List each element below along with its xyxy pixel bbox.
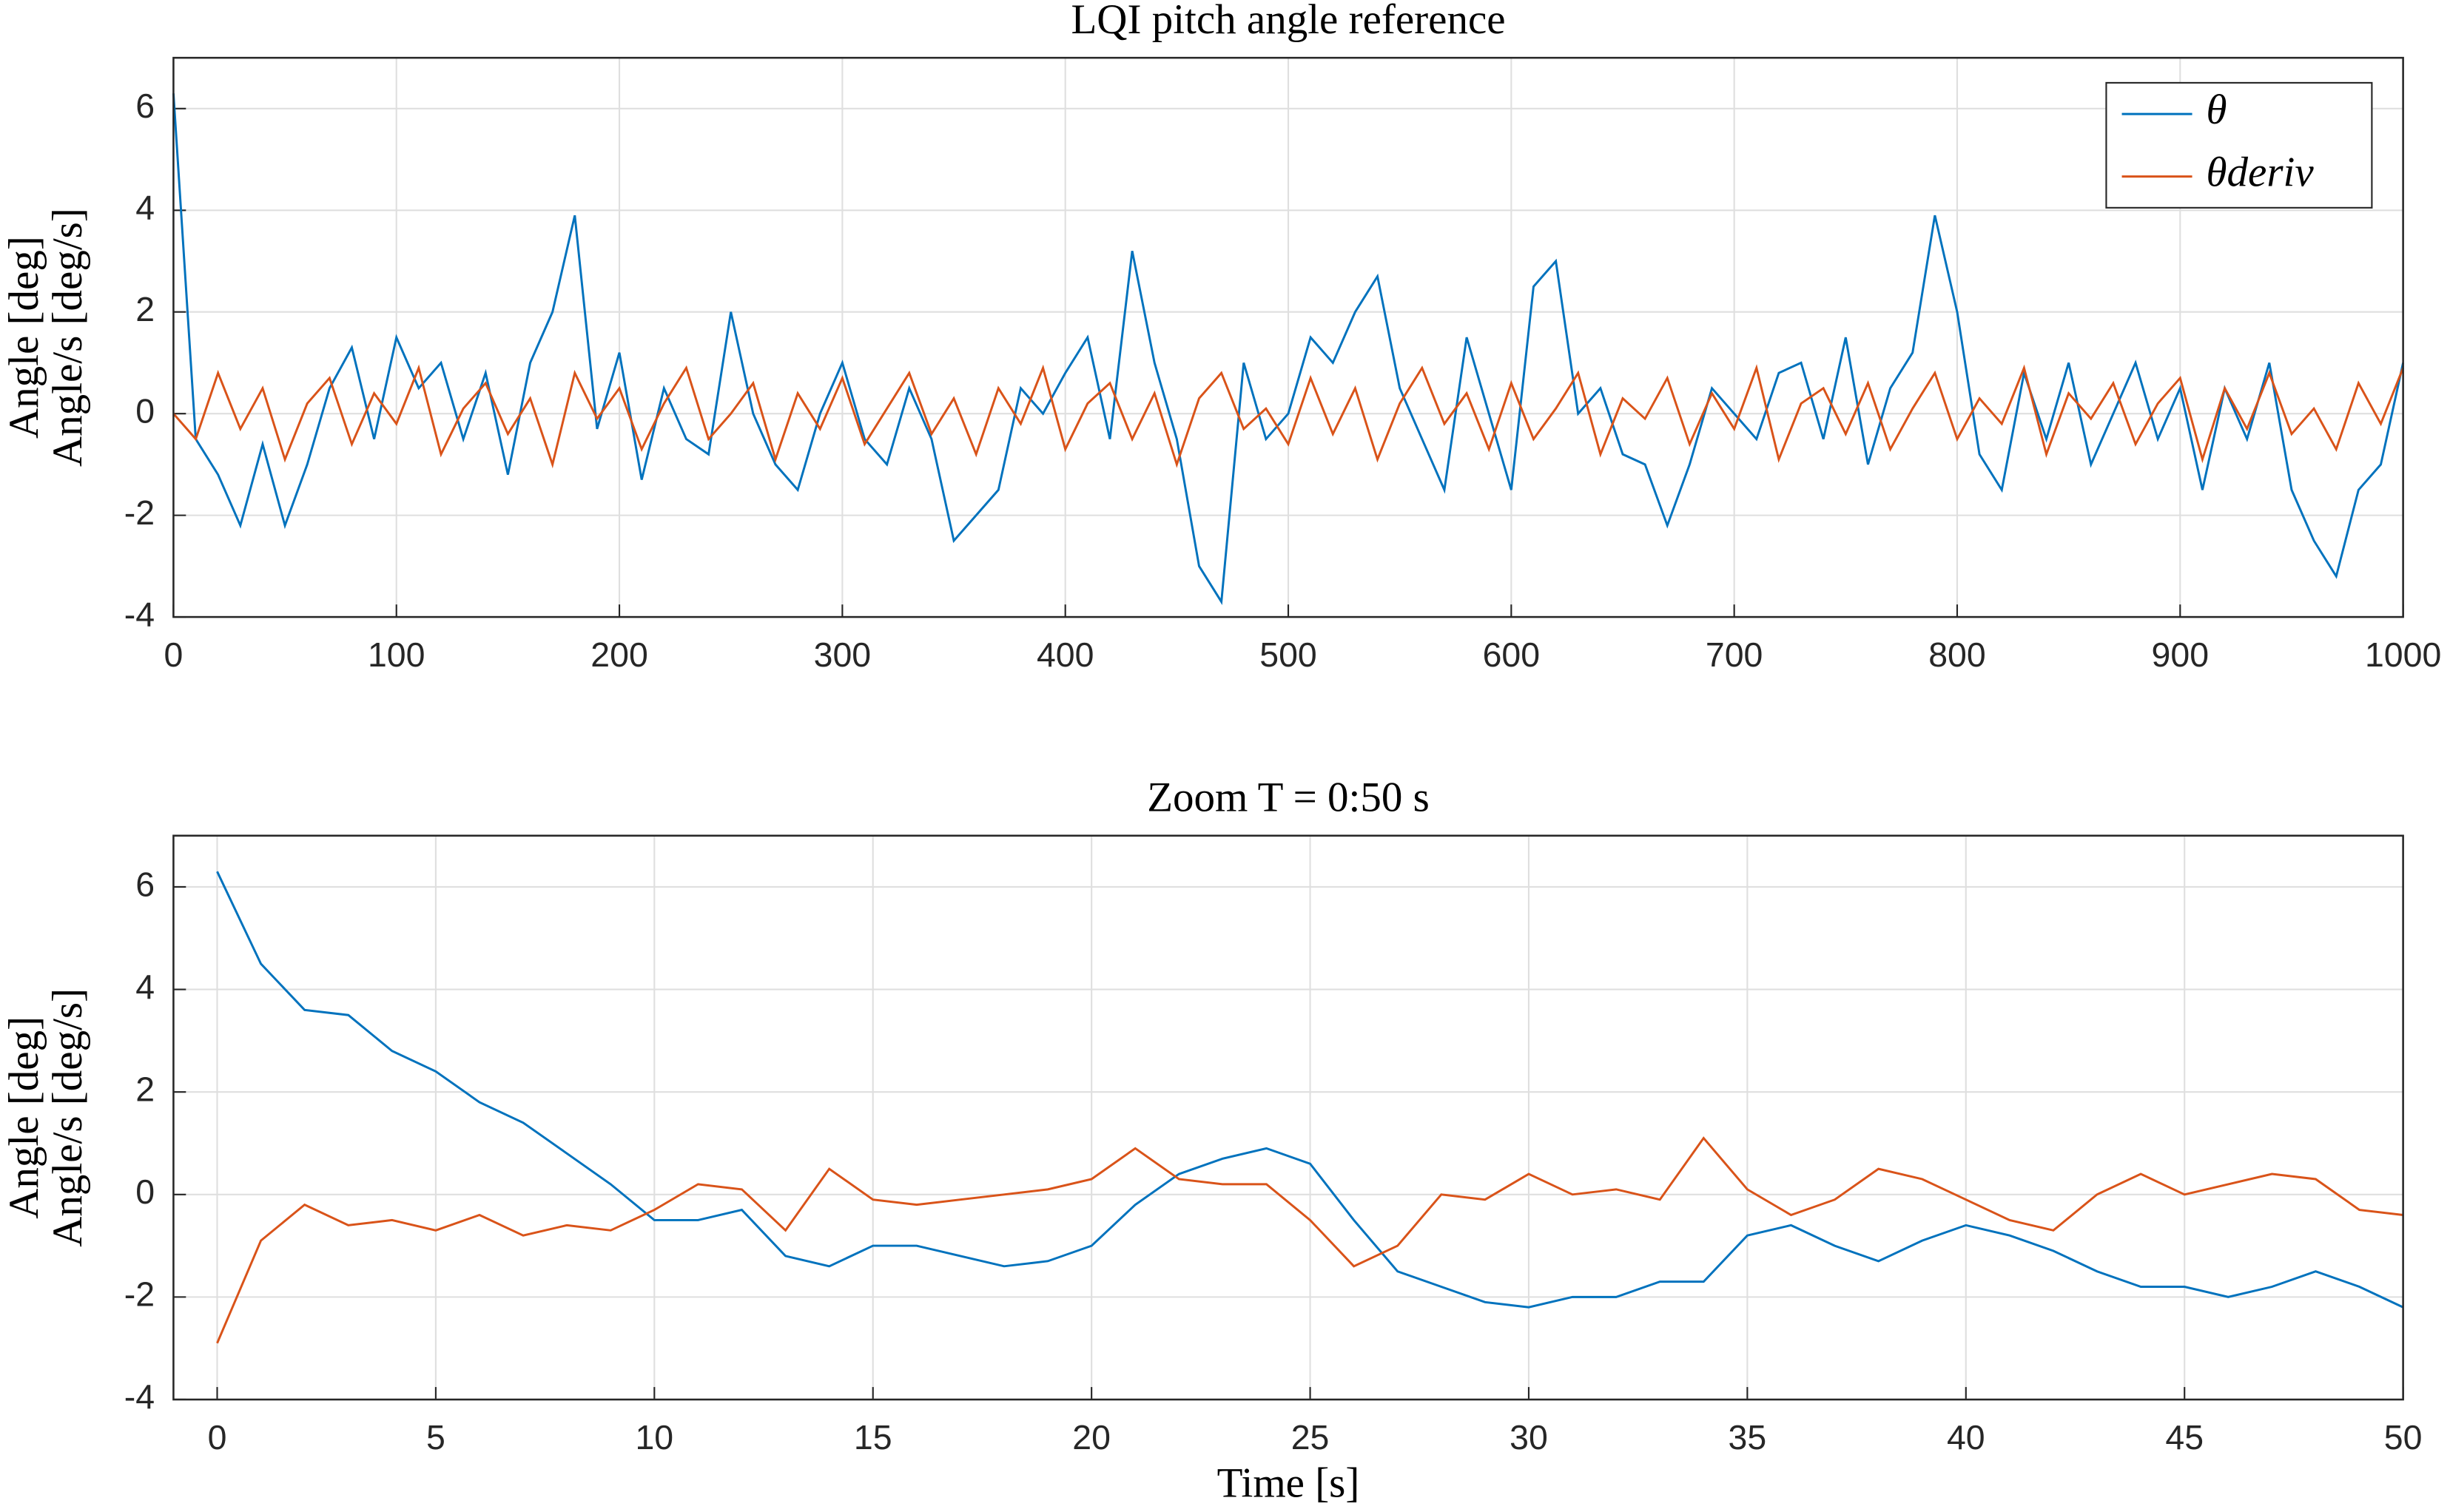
x-tick-label: 40 bbox=[1947, 1418, 1985, 1457]
x-tick-label: 300 bbox=[814, 635, 871, 674]
x-tick-label: 20 bbox=[1072, 1418, 1111, 1457]
data-line bbox=[172, 364, 2404, 469]
y-tick-label: 4 bbox=[135, 968, 155, 1006]
x-tick-label: 800 bbox=[1928, 635, 1985, 674]
x-tick-label: 30 bbox=[1510, 1418, 1548, 1457]
x-tick-label: 600 bbox=[1483, 635, 1540, 674]
x-axis-label: Time [s] bbox=[1217, 1459, 1360, 1506]
y-tick-label: -4 bbox=[124, 1377, 155, 1416]
x-tick-label: 50 bbox=[2384, 1418, 2423, 1457]
y-tick-label: -2 bbox=[124, 493, 155, 532]
y-tick-label: -2 bbox=[124, 1275, 155, 1314]
x-tick-label: 15 bbox=[854, 1418, 892, 1457]
y-tick-label: 0 bbox=[135, 391, 155, 430]
x-tick-label: 500 bbox=[1259, 635, 1316, 674]
legend-box bbox=[2105, 81, 2373, 209]
x-tick-label: 45 bbox=[2165, 1418, 2204, 1457]
axes-box bbox=[172, 834, 2404, 1401]
legend-label: θ bbox=[2207, 87, 2227, 133]
y-tick-label: 2 bbox=[135, 290, 155, 328]
x-tick-label: 0 bbox=[208, 1418, 227, 1457]
chart-title: Zoom T = 0:50 s bbox=[1147, 774, 1430, 820]
x-tick-label: 10 bbox=[635, 1418, 673, 1457]
legend-label: θderiv bbox=[2207, 149, 2315, 196]
y-tick-label: 4 bbox=[135, 189, 155, 227]
x-tick-label: 200 bbox=[590, 635, 647, 674]
y-axis-label: Angle/s [deg/s] bbox=[44, 208, 91, 467]
y-axis-label: Angle [deg] bbox=[1, 236, 47, 439]
data-line bbox=[216, 871, 2404, 1309]
x-tick-label: 100 bbox=[368, 635, 425, 674]
axes-box bbox=[172, 56, 2404, 618]
y-tick-label: -4 bbox=[124, 595, 155, 633]
x-tick-label: 1000 bbox=[2365, 635, 2441, 674]
y-tick-label: 2 bbox=[135, 1070, 155, 1108]
x-tick-label: 0 bbox=[164, 635, 183, 674]
y-tick-label: 6 bbox=[135, 865, 155, 903]
x-tick-label: 35 bbox=[1729, 1418, 1767, 1457]
plot-area bbox=[173, 835, 2403, 1400]
y-tick-label: 6 bbox=[135, 87, 155, 125]
x-tick-label: 400 bbox=[1037, 635, 1094, 674]
x-tick-label: 5 bbox=[426, 1418, 445, 1457]
y-axis-label: Angle [deg] bbox=[1, 1016, 47, 1219]
y-axis-label: Angle/s [deg/s] bbox=[44, 988, 91, 1247]
chart-title: LQI pitch angle reference bbox=[1071, 0, 1505, 43]
x-tick-label: 25 bbox=[1291, 1418, 1330, 1457]
x-tick-label: 700 bbox=[1706, 635, 1763, 674]
x-tick-label: 900 bbox=[2152, 635, 2209, 674]
y-tick-label: 0 bbox=[135, 1172, 155, 1211]
data-line bbox=[216, 1136, 2403, 1344]
